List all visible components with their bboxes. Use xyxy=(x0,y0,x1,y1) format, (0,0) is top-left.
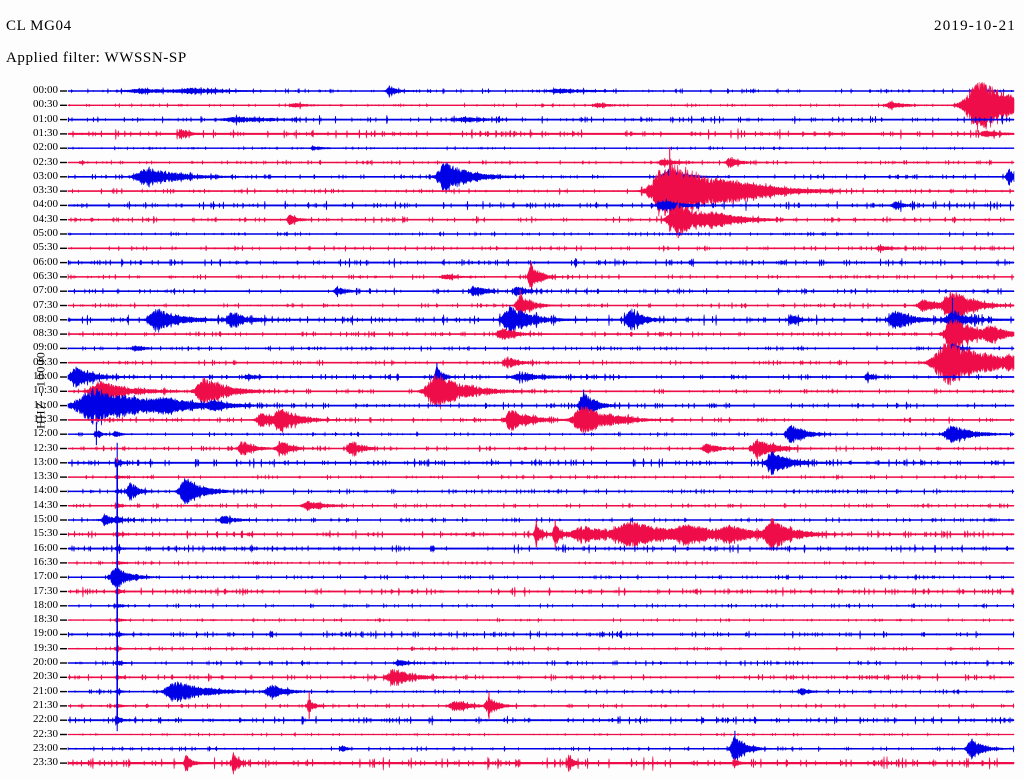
time-label: 02:00 xyxy=(32,141,58,154)
time-label: 04:30 xyxy=(32,212,58,225)
time-label: 12:30 xyxy=(32,441,58,454)
time-axis-labels: 00:00 00:30 01:00 01:30 02:00 02:30 03:00 03:30… xyxy=(0,0,58,780)
time-label: 07:00 xyxy=(32,284,58,297)
time-label: 09:00 xyxy=(32,341,58,354)
time-label: 20:30 xyxy=(32,670,58,683)
time-label: 05:30 xyxy=(32,241,58,254)
station-title: CL MG04 xyxy=(6,18,72,34)
time-label: 19:30 xyxy=(32,641,58,654)
date-label: 2019-10-21 xyxy=(934,18,1016,34)
time-label: 08:00 xyxy=(32,312,58,325)
time-label: 16:00 xyxy=(32,541,58,554)
time-label: 00:00 xyxy=(32,84,58,96)
time-label: 18:30 xyxy=(32,613,58,626)
time-label: 09:30 xyxy=(32,355,58,368)
time-label: 23:30 xyxy=(32,756,58,769)
time-label: 23:00 xyxy=(32,741,58,754)
time-label: 13:30 xyxy=(32,470,58,483)
time-label: 20:00 xyxy=(32,656,58,668)
trace-band xyxy=(67,438,1015,460)
time-label: 11:00 xyxy=(33,398,58,411)
time-label: 03:00 xyxy=(32,169,58,182)
time-label: 14:30 xyxy=(32,498,58,511)
time-label: 06:30 xyxy=(32,269,58,282)
time-label: 02:30 xyxy=(32,155,58,168)
time-label: 13:00 xyxy=(32,455,58,468)
time-label: 21:00 xyxy=(32,684,58,697)
time-label: 04:00 xyxy=(32,198,58,211)
time-label: 10:00 xyxy=(32,370,58,382)
time-label: 06:00 xyxy=(32,255,58,268)
time-label: 12:00 xyxy=(32,427,58,440)
time-label: 17:30 xyxy=(32,584,58,597)
time-label: 11:30 xyxy=(33,412,58,425)
time-label: 01:00 xyxy=(32,112,58,125)
trace-band xyxy=(67,290,1015,319)
time-label: 22:00 xyxy=(32,713,58,726)
time-label: 17:00 xyxy=(32,570,58,583)
time-label: 21:30 xyxy=(32,698,58,711)
time-label: 16:30 xyxy=(32,555,58,568)
time-label: 01:30 xyxy=(32,126,58,139)
time-label: 19:00 xyxy=(32,627,58,640)
time-label: 03:30 xyxy=(32,184,58,197)
time-label: 22:30 xyxy=(32,727,58,740)
time-label: 14:00 xyxy=(32,484,58,497)
time-label: 07:30 xyxy=(32,298,58,311)
time-label: 05:00 xyxy=(32,227,58,239)
trace-band xyxy=(67,696,1015,717)
time-label: 15:00 xyxy=(32,513,58,525)
time-label: 08:30 xyxy=(32,327,58,340)
time-label: 00:30 xyxy=(32,98,58,111)
applied-filter-label: Applied filter: WWSSN-SP xyxy=(6,50,187,66)
trace-band xyxy=(67,162,1015,194)
time-label: 18:00 xyxy=(32,598,58,611)
trace-band xyxy=(67,203,1015,237)
time-label: 15:30 xyxy=(32,527,58,540)
time-label: 10:30 xyxy=(32,384,58,397)
